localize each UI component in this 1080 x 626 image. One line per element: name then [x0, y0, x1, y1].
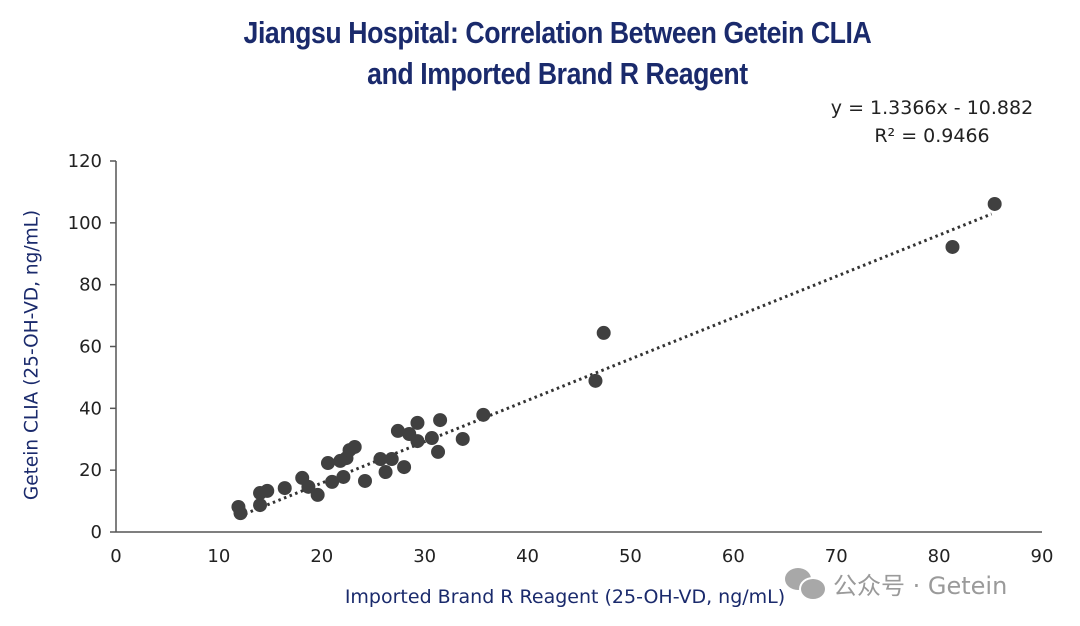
y-tick-label: 40: [79, 398, 102, 419]
trendline-annotation: y = 1.3366x - 10.882 R² = 0.9466: [802, 94, 1062, 150]
x-tick-label: 0: [110, 546, 121, 567]
x-tick-label: 80: [928, 546, 951, 567]
data-point: [397, 460, 412, 475]
trendline-path: [238, 212, 993, 518]
data-point: [277, 481, 292, 496]
y-tick-label: 20: [79, 460, 102, 481]
chart-title: Jiangsu Hospital: Correlation Between Ge…: [78, 12, 1037, 94]
data-point: [455, 431, 470, 446]
data-point: [233, 506, 248, 521]
data-point: [357, 473, 372, 488]
wechat-icon: [783, 565, 827, 601]
data-point: [410, 415, 425, 430]
data-point: [476, 407, 491, 422]
x-tick-label: 60: [722, 546, 745, 567]
data-point: [424, 431, 439, 446]
data-point: [390, 423, 405, 438]
data-point: [588, 373, 603, 388]
x-tick-label: 10: [207, 546, 230, 567]
data-point: [260, 483, 275, 498]
data-point: [596, 325, 611, 340]
data-point: [431, 444, 446, 459]
trendline-equation: y = 1.3366x - 10.882: [830, 97, 1034, 119]
data-point: [410, 434, 425, 449]
data-point: [253, 498, 268, 513]
watermark-text: 公众号 · Getein: [833, 571, 1008, 600]
data-point: [320, 456, 335, 471]
y-tick-label: 0: [91, 522, 102, 543]
trendline-r-squared: R² = 0.9466: [874, 125, 990, 147]
watermark: 公众号 · Getein: [783, 565, 1007, 601]
x-tick-label: 90: [1031, 546, 1054, 567]
x-axis-label: Imported Brand R Reagent (25-OH-VD, ng/m…: [344, 586, 786, 608]
y-tick-label: 120: [68, 151, 102, 172]
y-tick-label: 60: [79, 337, 102, 358]
data-points: [231, 196, 1002, 521]
x-tick-label: 70: [825, 546, 848, 567]
data-point: [433, 413, 448, 428]
data-point: [301, 479, 316, 494]
data-point: [378, 465, 393, 480]
axes: 0 20 40 60 80 100 120 0 10 20 30 40 50 60 70 80 90: [68, 151, 1054, 567]
data-point: [987, 196, 1002, 211]
y-axis-label: Getein CLIA (25-OH-VD, ng/mL): [21, 209, 43, 501]
data-point: [384, 452, 399, 467]
trendline: [238, 212, 993, 518]
x-tick-label: 20: [310, 546, 333, 567]
data-point: [325, 474, 340, 489]
y-tick-label: 80: [79, 275, 102, 296]
x-tick-label: 30: [413, 546, 436, 567]
data-point: [347, 439, 362, 454]
x-tick-label: 50: [619, 546, 642, 567]
chart-title-line-1: Jiangsu Hospital: Correlation Between Ge…: [243, 15, 872, 50]
data-point: [336, 469, 351, 484]
data-point: [373, 452, 388, 467]
x-tick-label: 40: [516, 546, 539, 567]
data-point: [310, 487, 325, 502]
chart-title-line-2: and Imported Brand R Reagent: [367, 56, 748, 91]
data-point: [945, 239, 960, 254]
y-tick-label: 100: [68, 213, 102, 234]
